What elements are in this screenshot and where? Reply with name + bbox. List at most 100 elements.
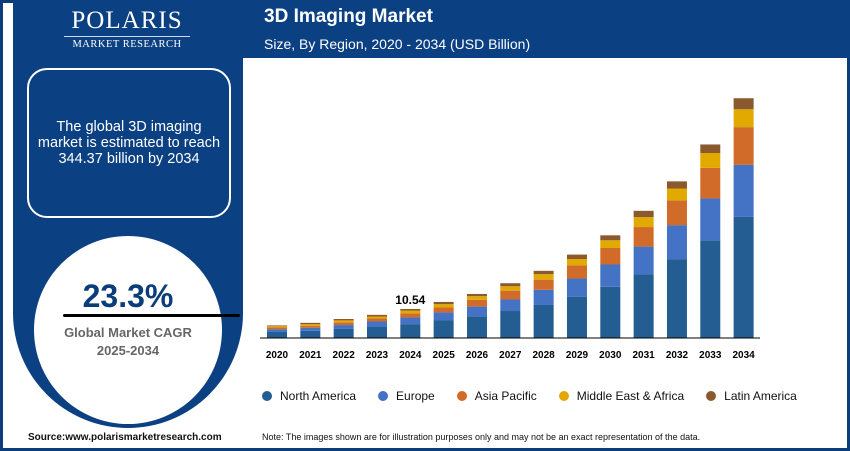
bar-segment-2034-europe: [733, 164, 754, 217]
bar-segment-2024-north-america: [400, 324, 421, 338]
bar-segment-2034-middle-east-africa: [733, 109, 754, 128]
bar-segment-2024-asia-pacific: [400, 313, 421, 318]
x-tick-label: 2032: [666, 350, 689, 361]
bar-segment-2030-north-america: [600, 286, 621, 338]
bar-segment-2024-europe: [400, 317, 421, 325]
data-label: 10.54: [395, 293, 425, 307]
bar-segment-2026-asia-pacific: [466, 299, 487, 307]
bar-segment-2033-asia-pacific: [700, 167, 721, 199]
bar-segment-2032-asia-pacific: [666, 200, 687, 226]
chart-title: 3D Imaging Market: [264, 6, 433, 27]
bar-segment-2025-north-america: [433, 320, 454, 338]
x-tick-label: 2028: [533, 350, 556, 361]
bar-segment-2033-north-america: [700, 240, 721, 338]
bar-segment-2027-middle-east-africa: [500, 286, 521, 291]
bar-segment-2029-middle-east-africa: [566, 258, 587, 266]
bar-segment-2030-asia-pacific: [600, 247, 621, 265]
x-tick-label: 2022: [333, 350, 356, 361]
bar-segment-2021-middle-east-africa: [300, 324, 321, 326]
bar-segment-2034-asia-pacific: [733, 127, 754, 165]
bar-segment-2028-europe: [533, 289, 554, 305]
bar-segment-2031-europe: [633, 246, 654, 275]
bar-segment-2033-europe: [700, 198, 721, 241]
x-tick-label: 2026: [466, 350, 489, 361]
legend-label: Europe: [396, 389, 435, 403]
bar-segment-2021-north-america: [300, 330, 321, 338]
bar-segment-2029-europe: [566, 278, 587, 297]
bar-segment-2021-latin-america: [300, 322, 321, 325]
bar-segment-2023-europe: [366, 321, 387, 327]
bar-segment-2022-latin-america: [333, 319, 354, 321]
bar-segment-2031-asia-pacific: [633, 227, 654, 247]
chart-subtitle: Size, By Region, 2020 - 2034 (USD Billio…: [264, 36, 531, 52]
cagr-period: 2025-2034: [96, 343, 160, 358]
bar-segment-2026-europe: [466, 306, 487, 317]
x-tick-label: 2021: [299, 350, 322, 361]
bar-segment-2024-latin-america: [400, 308, 421, 311]
bar-segment-2029-north-america: [566, 296, 587, 338]
bar-segment-2031-latin-america: [633, 210, 654, 218]
bar-segment-2027-europe: [500, 299, 521, 312]
bar-segment-2033-latin-america: [700, 144, 721, 154]
header-band: [230, 0, 850, 58]
bar-segment-2028-latin-america: [533, 270, 554, 275]
x-tick-label: 2027: [499, 350, 522, 361]
bar-segment-2032-europe: [666, 225, 687, 260]
logo-tagline: MARKET RESEARCH: [72, 39, 182, 50]
legend-label: Middle East & Africa: [576, 389, 685, 403]
bar-segment-2023-latin-america: [366, 314, 387, 317]
bar-segment-2026-north-america: [466, 316, 487, 338]
legend-item: Middle East & Africa: [558, 389, 685, 403]
cagr-value: 23.3%: [82, 278, 174, 314]
x-tick-label: 2030: [599, 350, 622, 361]
legend-item: Latin America: [706, 389, 797, 403]
bar-segment-2025-middle-east-africa: [433, 304, 454, 308]
legend-item: Asia Pacific: [456, 389, 537, 403]
legend: North America Europe Asia Pacific Middle Ea…: [262, 389, 819, 403]
bar-segment-2028-middle-east-africa: [533, 274, 554, 280]
bar-segment-2022-europe: [333, 325, 354, 329]
bar-segment-2027-north-america: [500, 311, 521, 338]
legend-swatch: [558, 391, 569, 401]
bar-segment-2020-europe: [267, 329, 287, 332]
bar-segment-2023-middle-east-africa: [366, 316, 387, 319]
bar-segment-2023-asia-pacific: [366, 318, 387, 322]
x-tick-label: 2033: [699, 350, 722, 361]
logo-name: POLARIS: [71, 7, 183, 34]
disclaimer-note: Note: The images shown are for illustrat…: [262, 432, 701, 442]
bar-segment-2020-latin-america: [267, 325, 287, 326]
bar-segment-2022-middle-east-africa: [333, 320, 354, 323]
legend-swatch: [378, 391, 389, 401]
legend-label: Asia Pacific: [474, 389, 537, 403]
bar-segment-2030-europe: [600, 264, 621, 287]
legend-label: Latin America: [724, 389, 797, 403]
bar-segment-2023-north-america: [366, 326, 387, 338]
highlight-text: The global 3D imaging market is estimate…: [37, 119, 221, 167]
bar-segment-2029-asia-pacific: [566, 265, 587, 279]
legend-swatch: [706, 391, 717, 401]
bar-segment-2021-asia-pacific: [300, 325, 321, 328]
bar-segment-2026-middle-east-africa: [466, 296, 487, 300]
bar-segment-2021-europe: [300, 327, 321, 331]
bar-segment-2025-asia-pacific: [433, 307, 454, 313]
logo-divider: [64, 36, 190, 37]
bar-segment-2027-latin-america: [500, 283, 521, 287]
bar-segment-2022-asia-pacific: [333, 322, 354, 326]
bar-segment-2026-latin-america: [466, 293, 487, 297]
legend-swatch: [456, 391, 467, 401]
bar-segment-2020-middle-east-africa: [267, 325, 287, 328]
bar-segment-2032-latin-america: [666, 181, 687, 189]
bar-segment-2031-middle-east-africa: [633, 217, 654, 228]
bar-segment-2032-middle-east-africa: [666, 188, 687, 201]
bar-segment-2031-north-america: [633, 274, 654, 338]
source-text: Source:www.polarismarketresearch.com: [28, 432, 222, 443]
legend-swatch: [262, 391, 272, 401]
x-tick-label: 2023: [366, 350, 389, 361]
logo: POLARIS MARKET RESEARCH: [62, 8, 192, 50]
bar-segment-2034-north-america: [733, 216, 754, 338]
cagr-label-text: Global Market CAGR: [64, 325, 192, 340]
x-tick-label: 2024: [399, 350, 422, 361]
bar-segment-2032-north-america: [666, 259, 687, 338]
bar-segment-2034-latin-america: [733, 98, 754, 110]
cagr-circle: 23.3% Global Market CAGR 2025-2034: [34, 236, 240, 424]
